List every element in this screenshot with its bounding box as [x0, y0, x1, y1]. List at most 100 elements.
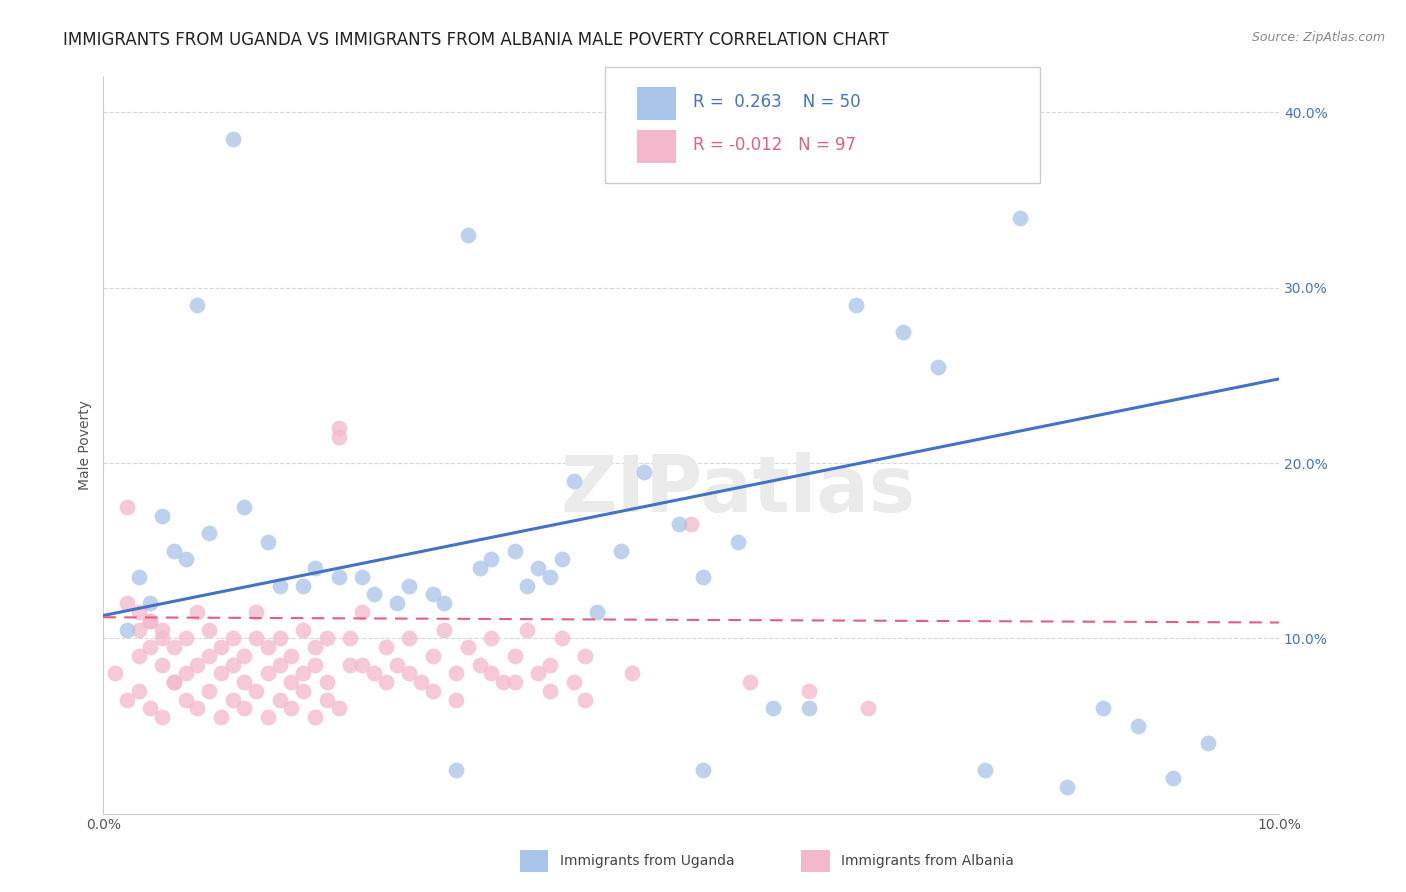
- Point: [503, 675, 526, 690]
- Point: [245, 605, 267, 619]
- Point: [692, 763, 714, 777]
- Point: [350, 605, 373, 619]
- Point: [468, 657, 491, 672]
- Point: [222, 132, 245, 146]
- Point: [409, 675, 432, 690]
- Point: [257, 710, 280, 724]
- Point: [128, 648, 150, 663]
- Point: [387, 657, 409, 672]
- Point: [562, 675, 585, 690]
- Point: [927, 359, 949, 374]
- Point: [233, 675, 256, 690]
- Point: [150, 710, 173, 724]
- Point: [681, 517, 703, 532]
- Point: [104, 666, 127, 681]
- Point: [374, 640, 396, 654]
- Point: [1198, 736, 1220, 750]
- Point: [339, 632, 361, 646]
- Point: [163, 640, 186, 654]
- Point: [280, 648, 302, 663]
- Point: [328, 421, 350, 435]
- Point: [503, 543, 526, 558]
- Point: [422, 587, 444, 601]
- Point: [269, 579, 291, 593]
- Point: [150, 632, 173, 646]
- Point: [433, 623, 456, 637]
- Point: [538, 684, 561, 698]
- Point: [186, 605, 208, 619]
- Point: [186, 298, 208, 312]
- Point: [398, 579, 420, 593]
- Point: [139, 614, 162, 628]
- Point: [128, 623, 150, 637]
- Point: [350, 570, 373, 584]
- Point: [150, 623, 173, 637]
- Point: [198, 648, 221, 663]
- Point: [115, 500, 138, 514]
- Point: [457, 640, 479, 654]
- Point: [422, 648, 444, 663]
- Point: [422, 684, 444, 698]
- Point: [503, 648, 526, 663]
- Point: [398, 632, 420, 646]
- Point: [527, 666, 550, 681]
- Point: [1091, 701, 1114, 715]
- Text: R = -0.012   N = 97: R = -0.012 N = 97: [693, 136, 856, 153]
- Y-axis label: Male Poverty: Male Poverty: [79, 401, 93, 491]
- Point: [209, 666, 232, 681]
- Point: [128, 570, 150, 584]
- Point: [586, 605, 609, 619]
- Point: [315, 632, 337, 646]
- Point: [292, 579, 315, 593]
- Point: [339, 657, 361, 672]
- Point: [574, 648, 596, 663]
- Point: [738, 675, 761, 690]
- Point: [444, 763, 467, 777]
- Point: [609, 543, 631, 558]
- Point: [538, 570, 561, 584]
- Point: [633, 465, 655, 479]
- Point: [516, 579, 538, 593]
- Point: [139, 701, 162, 715]
- Point: [479, 552, 502, 566]
- Point: [562, 474, 585, 488]
- Point: [433, 596, 456, 610]
- Point: [163, 675, 186, 690]
- Point: [163, 675, 186, 690]
- Point: [856, 701, 879, 715]
- Text: Immigrants from Albania: Immigrants from Albania: [841, 855, 1014, 868]
- Point: [304, 561, 326, 575]
- Point: [516, 623, 538, 637]
- Point: [668, 517, 690, 532]
- Point: [280, 675, 302, 690]
- Point: [150, 508, 173, 523]
- Point: [245, 684, 267, 698]
- Point: [1010, 211, 1032, 225]
- Point: [292, 666, 315, 681]
- Point: [845, 298, 868, 312]
- Point: [797, 684, 820, 698]
- Point: [363, 587, 385, 601]
- Point: [280, 701, 302, 715]
- Point: [468, 561, 491, 575]
- Point: [527, 561, 550, 575]
- Point: [479, 666, 502, 681]
- Point: [1126, 719, 1149, 733]
- Point: [198, 623, 221, 637]
- Point: [315, 692, 337, 706]
- Point: [538, 657, 561, 672]
- Point: [209, 710, 232, 724]
- Point: [387, 596, 409, 610]
- Point: [350, 657, 373, 672]
- Point: [269, 692, 291, 706]
- Point: [891, 325, 914, 339]
- Point: [328, 701, 350, 715]
- Point: [233, 701, 256, 715]
- Point: [233, 648, 256, 663]
- Point: [139, 614, 162, 628]
- Point: [1161, 772, 1184, 786]
- Point: [198, 526, 221, 541]
- Point: [174, 666, 197, 681]
- Point: [257, 534, 280, 549]
- Point: [797, 701, 820, 715]
